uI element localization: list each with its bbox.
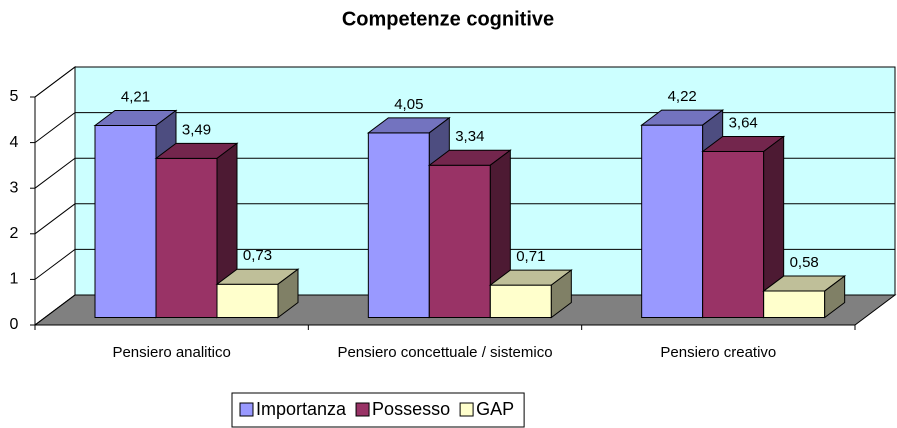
legend-label: GAP — [476, 399, 514, 419]
legend-label: Importanza — [256, 399, 347, 419]
legend-box — [231, 392, 525, 428]
y-tick-label: 4 — [10, 134, 19, 151]
bar-side — [277, 268, 299, 319]
bar-front — [489, 284, 552, 318]
data-label: 0,58 — [790, 254, 819, 271]
data-label: 4,05 — [394, 96, 423, 113]
y-tick-label: 3 — [10, 179, 19, 196]
bar — [215, 268, 300, 319]
x-tick-label: Pensiero analitico — [112, 344, 230, 361]
x-tick-label: Pensiero concettuale / sistemico — [337, 344, 552, 361]
grid-line — [34, 157, 895, 189]
data-label: 4,22 — [668, 88, 697, 105]
bar-front — [155, 157, 218, 318]
x-tick-label: Pensiero creativo — [660, 344, 776, 361]
data-label: 3,34 — [455, 128, 484, 145]
bar-front — [702, 151, 765, 318]
data-label: 4,21 — [121, 88, 150, 105]
bar — [701, 135, 786, 319]
legend-swatch — [239, 402, 254, 417]
legend: Importanza Possesso GAP — [231, 392, 525, 428]
grid-line — [34, 66, 895, 98]
data-label: 0,71 — [516, 248, 545, 265]
grid-line — [34, 203, 895, 235]
y-tick-label: 0 — [10, 316, 19, 333]
y-tick-label: 2 — [10, 225, 19, 242]
bar-front — [216, 283, 279, 318]
legend-swatch — [459, 402, 474, 417]
bar — [762, 275, 847, 319]
grid-line — [34, 294, 895, 326]
legend-label: Possesso — [372, 399, 450, 419]
bar-side — [550, 269, 572, 319]
y-tick-label: 1 — [10, 271, 19, 288]
bar — [488, 269, 573, 319]
legend-swatch — [355, 402, 370, 417]
grid-line — [34, 248, 895, 280]
bar-front — [428, 164, 491, 318]
y-tick-label: 5 — [10, 88, 19, 105]
data-label: 3,49 — [182, 121, 211, 138]
chart-title: Competenze cognitive — [342, 8, 554, 30]
bar-side — [824, 275, 846, 319]
bar-front — [367, 132, 430, 318]
bar-front — [94, 125, 157, 318]
side-wall — [34, 66, 76, 326]
grid-line — [34, 112, 895, 144]
bar-front — [641, 124, 704, 318]
data-label: 3,64 — [729, 114, 758, 131]
bar-front — [763, 290, 826, 318]
data-label: 0,73 — [243, 247, 272, 264]
